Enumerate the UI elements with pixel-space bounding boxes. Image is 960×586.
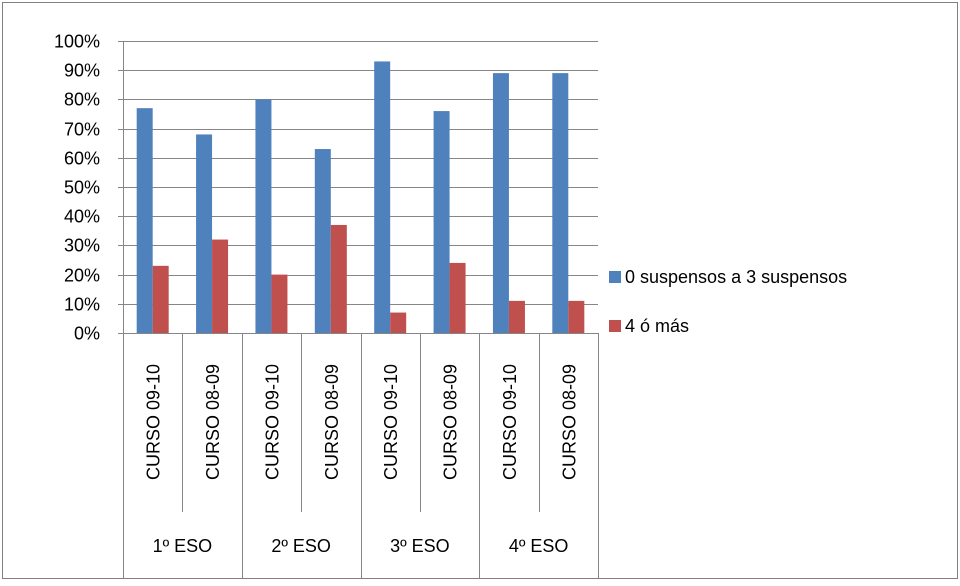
bar <box>152 265 169 333</box>
x-category-labels: CURSO 09-10 CURSO 08-09 CURSO 09-10 CURSO 0… <box>144 364 580 480</box>
legend-label: 4 ó más <box>625 316 689 336</box>
y-tick-labels: 0% 10% 20% 30% 40% 50% 60% 70% 80% 90% 100% <box>54 32 100 344</box>
bar <box>330 224 347 333</box>
bar <box>136 108 153 333</box>
category-label: CURSO 09-10 <box>381 364 401 480</box>
group-label: 2º ESO <box>271 536 331 556</box>
category-label: CURSO 09-10 <box>500 364 520 480</box>
y-tick-label: 100% <box>54 32 100 52</box>
bar <box>271 274 288 333</box>
group-label: 1º ESO <box>153 536 213 556</box>
y-tick-label: 30% <box>64 236 100 256</box>
y-tick-label: 40% <box>64 207 100 227</box>
category-label: CURSO 08-09 <box>203 364 223 480</box>
bars <box>136 61 585 334</box>
bar <box>212 239 229 333</box>
bar <box>314 149 331 333</box>
y-tick-label: 50% <box>64 178 100 198</box>
legend: 0 suspensos a 3 suspensos 4 ó más <box>609 267 847 336</box>
y-tick-label: 10% <box>64 295 100 315</box>
x-group-labels: 1º ESO 2º ESO 3º ESO 4º ESO <box>153 536 569 556</box>
legend-swatch <box>609 320 621 332</box>
bar <box>568 300 585 333</box>
bar <box>552 73 569 334</box>
axes <box>118 41 599 578</box>
category-label: CURSO 08-09 <box>559 364 579 480</box>
category-label: CURSO 08-09 <box>441 364 461 480</box>
y-tick-label: 20% <box>64 266 100 286</box>
legend-label: 0 suspensos a 3 suspensos <box>625 267 847 287</box>
bar <box>374 61 391 333</box>
y-tick-label: 80% <box>64 90 100 110</box>
y-tick-label: 60% <box>64 149 100 169</box>
y-tick-label: 0% <box>74 324 100 344</box>
y-tick-label: 90% <box>64 61 100 81</box>
bar <box>390 312 407 333</box>
legend-swatch <box>609 271 621 283</box>
bar <box>492 73 509 334</box>
group-label: 3º ESO <box>390 536 450 556</box>
group-label: 4º ESO <box>509 536 569 556</box>
bar <box>433 111 450 333</box>
bar <box>196 134 213 333</box>
category-label: CURSO 09-10 <box>262 364 282 480</box>
bar <box>255 99 272 334</box>
y-tick-label: 70% <box>64 120 100 140</box>
bar <box>508 300 525 333</box>
category-label: CURSO 09-10 <box>144 364 164 480</box>
bar <box>449 262 466 333</box>
category-label: CURSO 08-09 <box>322 364 342 480</box>
